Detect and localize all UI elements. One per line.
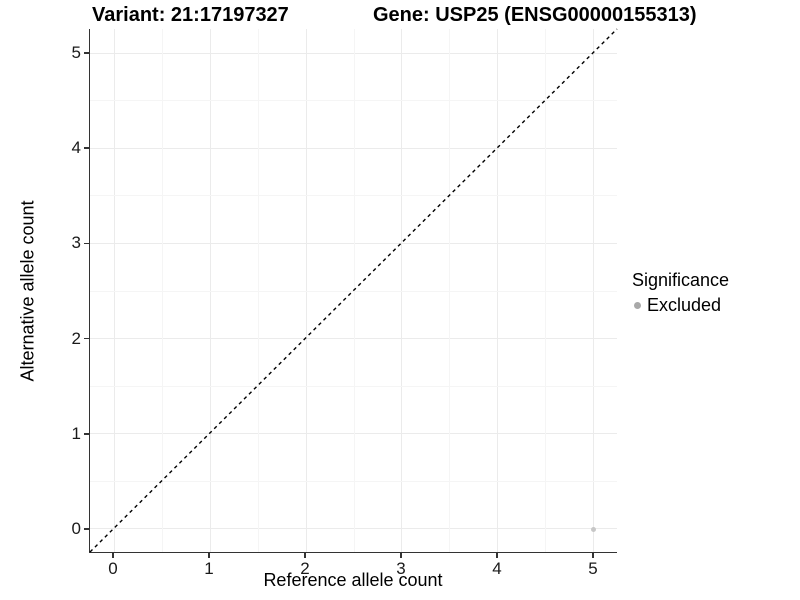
- x-axis-tick-label: 3: [396, 559, 406, 578]
- identity-line: [89, 28, 618, 553]
- x-axis-tick: [592, 553, 594, 558]
- y-axis-tick: [84, 242, 89, 245]
- identity-line-layer: [89, 28, 618, 553]
- legend-item-label: Excluded: [647, 295, 722, 315]
- y-axis-tick-label: 2: [71, 328, 81, 348]
- grid-line-minor-x: [449, 29, 451, 552]
- legend-item: Excluded: [632, 295, 729, 316]
- plot-title-variant: Variant: 21:17197327: [92, 4, 289, 26]
- x-axis-title: Reference allele count: [263, 570, 443, 590]
- legend: Significance Excluded: [632, 270, 729, 316]
- x-axis-tick-label: 5: [588, 559, 598, 578]
- grid-line-minor-x: [161, 29, 163, 552]
- y-axis-tick-label: 5: [71, 42, 81, 62]
- y-axis-tick-label: 4: [71, 138, 81, 158]
- x-axis-tick: [496, 553, 498, 558]
- y-axis-tick-label: 0: [71, 519, 81, 539]
- plot-title-gene: Gene: USP25 (ENSG00000155313): [373, 4, 697, 26]
- legend-title: Significance: [632, 270, 730, 290]
- x-axis-tick: [400, 553, 402, 558]
- y-axis-tick-label: 1: [71, 423, 81, 443]
- plot-panel: [89, 28, 618, 553]
- y-axis-title: Alternative allele count: [17, 200, 38, 382]
- x-axis-tick-label: 4: [492, 559, 502, 578]
- x-axis-tick-label: 1: [204, 559, 214, 578]
- x-axis-tick: [304, 553, 306, 558]
- data-point: [590, 526, 596, 532]
- grid-line-minor-x: [545, 29, 547, 552]
- legend-items: Excluded: [632, 295, 729, 316]
- legend-key-dot-icon: [634, 302, 641, 309]
- grid-line-minor-x: [257, 29, 259, 552]
- y-axis-tick: [84, 147, 89, 149]
- x-axis-tick-label: 0: [108, 559, 118, 578]
- y-axis-tick: [84, 528, 89, 530]
- y-axis-tick-label: 3: [71, 233, 81, 253]
- y-axis-tick: [84, 52, 89, 54]
- y-axis-tick: [84, 433, 89, 435]
- x-axis-tick: [112, 553, 114, 558]
- x-axis-tick-label: 2: [300, 559, 310, 578]
- x-axis-tick: [208, 553, 210, 558]
- y-axis-tick: [84, 337, 89, 340]
